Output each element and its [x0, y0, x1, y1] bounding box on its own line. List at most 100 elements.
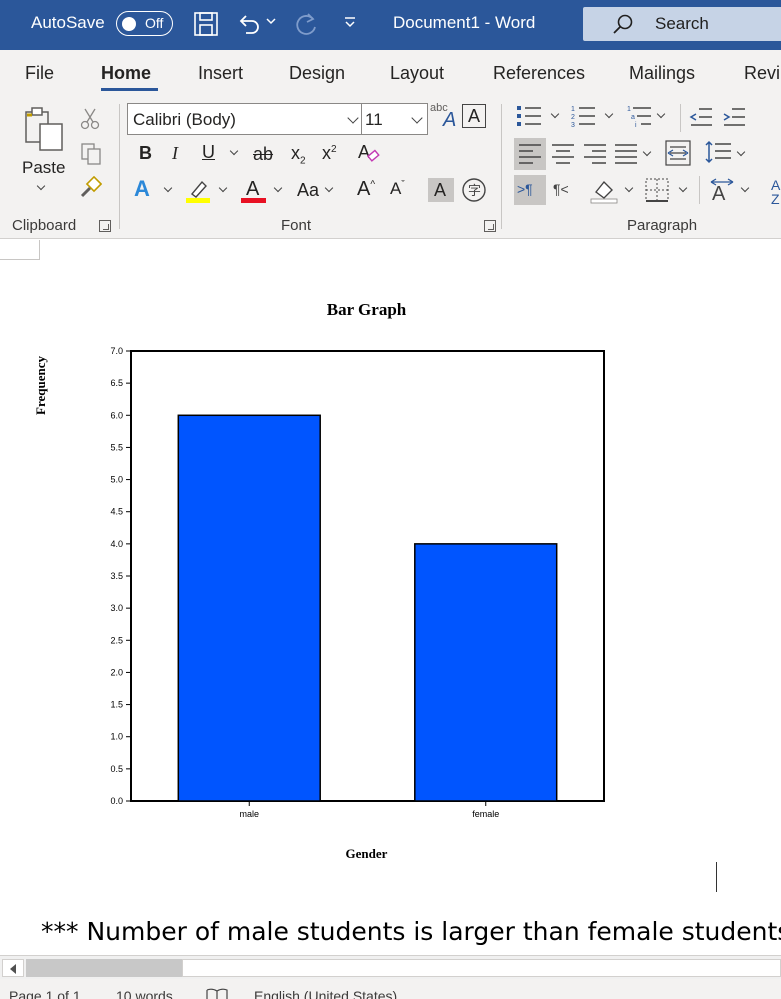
font-size-dropdown-icon[interactable] — [411, 112, 423, 124]
tab-home[interactable]: Home — [101, 63, 152, 83]
tab-design[interactable]: Design — [289, 63, 346, 83]
y-tick-label: 3.0 — [110, 603, 123, 613]
character-shading-button[interactable] — [428, 178, 454, 202]
undo-icon[interactable] — [236, 11, 262, 37]
distributed-icon[interactable] — [665, 140, 691, 166]
numbering-icon[interactable]: 123 — [570, 104, 596, 128]
paste-icon[interactable] — [22, 106, 66, 154]
horizontal-scrollbar[interactable] — [0, 955, 781, 979]
bar — [177, 414, 321, 802]
clear-format-icon[interactable]: A — [462, 104, 486, 128]
bullets-dropdown-icon[interactable] — [550, 109, 560, 119]
italic-icon[interactable]: I — [172, 143, 178, 163]
bold-icon[interactable]: B — [139, 143, 152, 163]
align-left-button[interactable] — [514, 138, 546, 170]
grow-font-icon[interactable]: A^ — [357, 178, 376, 200]
change-case-a-icon[interactable]: A — [443, 109, 457, 131]
left-to-right-icon: >¶ — [517, 181, 533, 197]
align-center-icon[interactable] — [551, 142, 575, 164]
enclose-characters-icon[interactable]: 字 — [461, 177, 487, 203]
asian-layout-dropdown-icon[interactable] — [740, 183, 750, 193]
scroll-left-arrow-icon[interactable] — [2, 959, 24, 977]
bar — [414, 543, 558, 802]
page-count[interactable]: Page 1 of 1 — [9, 988, 81, 999]
tab-mailings[interactable]: Mailings — [629, 63, 696, 83]
redo-icon[interactable] — [293, 11, 321, 39]
scrollbar-track[interactable] — [182, 959, 781, 977]
cut-icon[interactable] — [80, 108, 100, 130]
paste-dropdown-icon[interactable] — [36, 181, 46, 191]
change-case-icon[interactable]: Aa — [297, 180, 320, 200]
svg-text:2: 2 — [571, 114, 575, 121]
customize-qat-icon[interactable] — [343, 16, 357, 30]
y-tick-label: 2.0 — [110, 667, 123, 677]
decrease-indent-icon[interactable] — [689, 106, 713, 128]
svg-text:字: 字 — [468, 184, 481, 199]
underline-icon[interactable]: U — [202, 142, 215, 162]
highlight-color-icon[interactable] — [184, 176, 212, 204]
line-spacing-dropdown-icon[interactable] — [736, 147, 746, 157]
text-effects-icon[interactable]: A — [134, 176, 150, 201]
y-tick-label: 1.0 — [110, 732, 123, 742]
justify-icon[interactable] — [614, 142, 638, 164]
borders-dropdown-icon[interactable] — [678, 183, 688, 193]
ltr-button[interactable] — [514, 175, 546, 205]
scrollbar-thumb[interactable] — [26, 959, 182, 977]
paste-label[interactable]: Paste — [22, 158, 66, 177]
bullets-icon[interactable] — [516, 104, 542, 128]
y-tick-label: 6.0 — [110, 410, 123, 420]
tab-insert[interactable]: Insert — [198, 63, 244, 83]
search-box[interactable]: Search — [583, 7, 781, 41]
strikethrough-icon[interactable]: ab — [253, 144, 274, 164]
autosave-label: AutoSave — [31, 13, 105, 32]
bar-chart[interactable]: 0.0 0.5 1.0 1.5 2.0 2.5 3.0 3.5 4.0 4.5 5.0 5.5 6.0 6… — [95, 340, 615, 830]
clipboard-launcher-icon[interactable] — [99, 220, 111, 232]
autosave-toggle[interactable]: Off — [116, 11, 173, 36]
language-indicator[interactable]: English (United States) — [254, 988, 398, 999]
font-size-box[interactable]: 11 — [361, 103, 428, 135]
tab-references[interactable]: References — [493, 63, 586, 83]
clear-formatting-icon[interactable]: A — [356, 140, 382, 166]
x-tick-label: female — [472, 809, 499, 819]
underline-dropdown-icon[interactable] — [229, 146, 239, 156]
shrink-font-icon[interactable]: Aˇ — [390, 179, 405, 198]
save-icon[interactable] — [193, 11, 219, 37]
font-color-icon[interactable]: A — [240, 176, 268, 204]
align-right-icon[interactable] — [583, 142, 607, 164]
format-painter-icon[interactable] — [78, 176, 102, 200]
document-note[interactable]: *** Number of male students is larger th… — [41, 917, 781, 946]
tab-review[interactable]: Revi — [744, 63, 781, 83]
asian-layout-icon[interactable]: A — [708, 176, 736, 204]
tab-layout[interactable]: Layout — [390, 63, 445, 83]
superscript-icon[interactable]: x2 — [322, 143, 337, 163]
shading-dropdown-icon[interactable] — [624, 183, 634, 193]
font-launcher-icon[interactable] — [484, 220, 496, 232]
font-name-box[interactable]: Calibri (Body) — [127, 103, 362, 135]
subscript-icon[interactable]: x2 — [291, 143, 306, 167]
justify-dropdown-icon[interactable] — [642, 147, 652, 157]
multilevel-list-icon[interactable]: 1ai — [626, 104, 652, 128]
change-case-dropdown-icon[interactable] — [324, 183, 334, 193]
x-tick-label: male — [239, 809, 259, 819]
proofing-book-icon[interactable] — [206, 988, 228, 999]
numbering-dropdown-icon[interactable] — [604, 109, 614, 119]
font-name-dropdown-icon[interactable] — [347, 112, 359, 124]
increase-indent-icon[interactable] — [722, 106, 746, 128]
font-color-dropdown-icon[interactable] — [273, 183, 283, 193]
grow-font-abc-icon[interactable]: abc — [430, 102, 448, 114]
group-separator — [119, 104, 120, 229]
line-spacing-icon[interactable] — [704, 140, 732, 166]
right-to-left-icon[interactable]: ¶< — [553, 181, 569, 197]
shading-icon[interactable] — [590, 176, 618, 204]
copy-icon[interactable] — [80, 142, 102, 166]
word-count[interactable]: 10 words — [116, 988, 173, 999]
svg-text:A: A — [358, 142, 370, 162]
highlight-dropdown-icon[interactable] — [218, 183, 228, 193]
y-tick-label: 6.5 — [110, 378, 123, 388]
undo-dropdown-icon[interactable] — [266, 18, 276, 26]
multilevel-dropdown-icon[interactable] — [656, 109, 666, 119]
borders-icon[interactable] — [645, 178, 669, 202]
text-effects-dropdown-icon[interactable] — [163, 183, 173, 193]
tab-file[interactable]: File — [25, 63, 55, 83]
